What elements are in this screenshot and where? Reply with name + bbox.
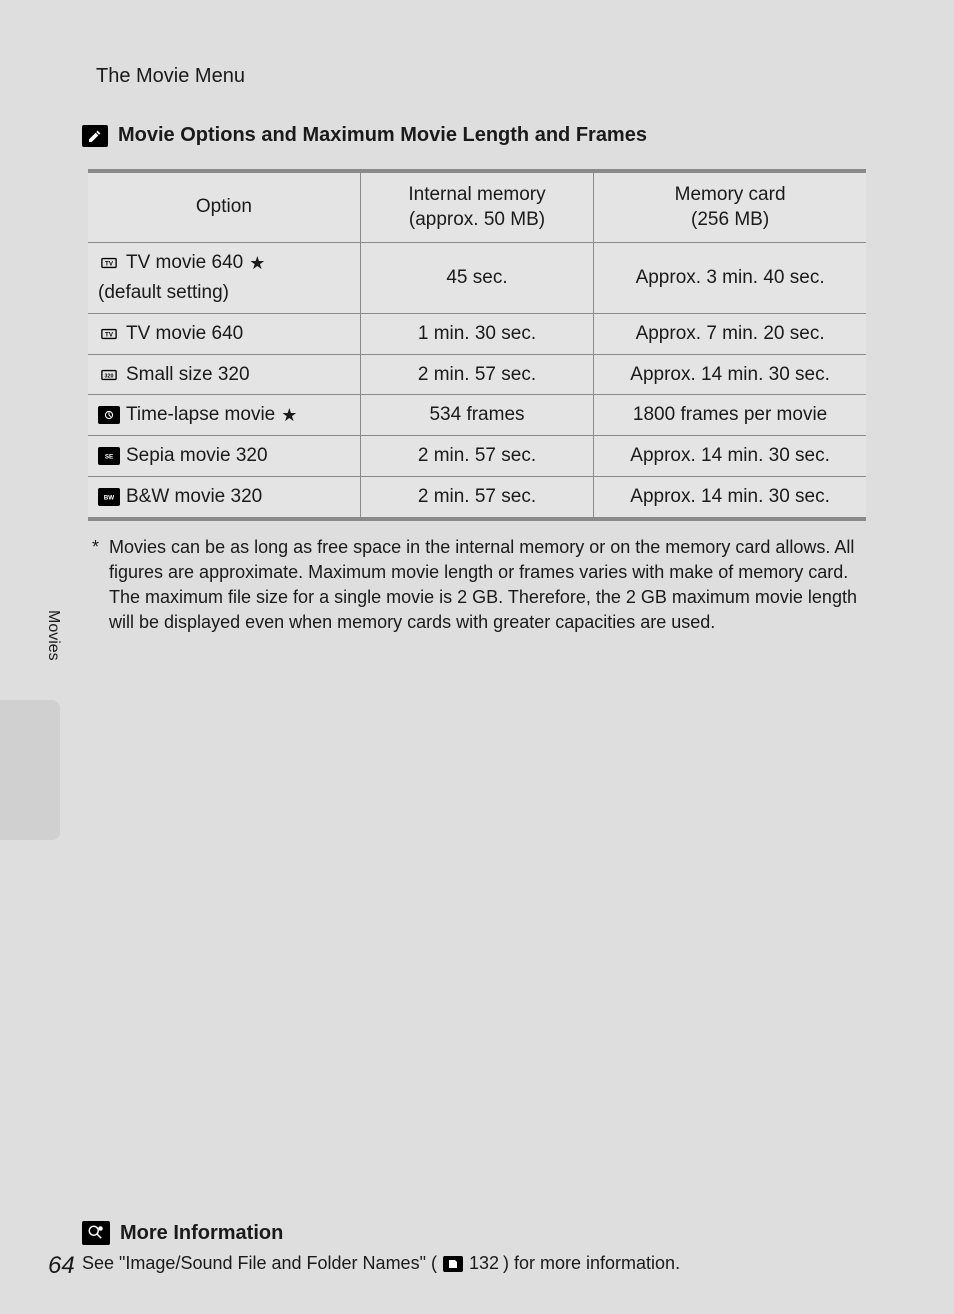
internal-cell: 45 sec. bbox=[360, 243, 593, 314]
table-row: BW B&W movie 320 2 min. 57 sec.Approx. 14 … bbox=[88, 476, 866, 518]
bw-icon: BW bbox=[98, 488, 120, 506]
more-info-title: More Information bbox=[120, 1222, 283, 1245]
section-heading: Movie Options and Maximum Movie Length a… bbox=[82, 124, 866, 147]
table-row: TV TV movie 640 1 min. 30 sec.Approx. 7 mi… bbox=[88, 313, 866, 354]
section-title: Movie Options and Maximum Movie Length a… bbox=[118, 124, 647, 147]
svg-text:TV: TV bbox=[105, 331, 114, 338]
pencil-icon bbox=[82, 125, 108, 147]
star-icon: ★ bbox=[249, 254, 265, 272]
svg-text:BW: BW bbox=[104, 494, 114, 501]
internal-cell: 2 min. 57 sec. bbox=[360, 354, 593, 395]
card-cell: Approx. 14 min. 30 sec. bbox=[594, 476, 866, 518]
table-row: SE Sepia movie 320 2 min. 57 sec.Approx. 1… bbox=[88, 436, 866, 477]
internal-cell: 534 frames bbox=[360, 395, 593, 436]
option-label: TV movie 640 bbox=[126, 251, 243, 275]
star-icon: ★ bbox=[281, 406, 297, 424]
more-info-after: ) for more information. bbox=[503, 1253, 680, 1274]
card-cell: Approx. 7 min. 20 sec. bbox=[594, 313, 866, 354]
card-cell: Approx. 3 min. 40 sec. bbox=[594, 243, 866, 314]
page-ref-icon bbox=[443, 1256, 463, 1272]
svg-text:320: 320 bbox=[105, 373, 114, 379]
footnote-marker: * bbox=[92, 535, 99, 636]
option-label: B&W movie 320 bbox=[126, 485, 262, 509]
more-info-heading: More Information bbox=[82, 1221, 866, 1245]
more-info-ref: 132 bbox=[469, 1253, 499, 1274]
table-row: TV TV movie 640 ★ (default setting) 45 sec.A… bbox=[88, 243, 866, 314]
option-label: Small size 320 bbox=[126, 363, 250, 387]
internal-cell: 2 min. 57 sec. bbox=[360, 436, 593, 477]
info-icon bbox=[82, 1221, 110, 1245]
col-internal: Internal memory(approx. 50 MB) bbox=[360, 171, 593, 243]
internal-cell: 2 min. 57 sec. bbox=[360, 476, 593, 518]
svg-text:TV: TV bbox=[105, 261, 114, 268]
320-icon: 320 bbox=[98, 366, 120, 384]
movie-options-table: Option Internal memory(approx. 50 MB) Me… bbox=[88, 169, 866, 521]
se-icon: SE bbox=[98, 447, 120, 465]
option-label: TV movie 640 bbox=[126, 322, 243, 346]
col-card: Memory card(256 MB) bbox=[594, 171, 866, 243]
card-cell: Approx. 14 min. 30 sec. bbox=[594, 436, 866, 477]
clock-icon bbox=[98, 406, 120, 424]
more-info-text: See "Image/Sound File and Folder Names" … bbox=[82, 1253, 866, 1274]
option-sub: (default setting) bbox=[98, 281, 350, 305]
card-cell: 1800 frames per movie bbox=[594, 395, 866, 436]
footnote-text: Movies can be as long as free space in t… bbox=[109, 535, 862, 636]
tv-icon: TV bbox=[98, 325, 120, 343]
internal-cell: 1 min. 30 sec. bbox=[360, 313, 593, 354]
side-tab bbox=[0, 700, 60, 840]
side-label: Movies bbox=[44, 610, 62, 661]
table-row: 320 Small size 320 2 min. 57 sec.Approx. 1… bbox=[88, 354, 866, 395]
option-label: Sepia movie 320 bbox=[126, 444, 268, 468]
footnote: * Movies can be as long as free space in… bbox=[88, 535, 866, 636]
tv-icon: TV bbox=[98, 254, 120, 272]
col-option: Option bbox=[88, 171, 360, 243]
svg-text:SE: SE bbox=[105, 454, 113, 461]
option-label: Time-lapse movie bbox=[126, 403, 275, 427]
breadcrumb: The Movie Menu bbox=[96, 65, 866, 88]
table-row: Time-lapse movie ★ 534 frames1800 frames p… bbox=[88, 395, 866, 436]
card-cell: Approx. 14 min. 30 sec. bbox=[594, 354, 866, 395]
page-number: 64 bbox=[48, 1252, 75, 1280]
more-info-before: See "Image/Sound File and Folder Names" … bbox=[82, 1253, 437, 1274]
